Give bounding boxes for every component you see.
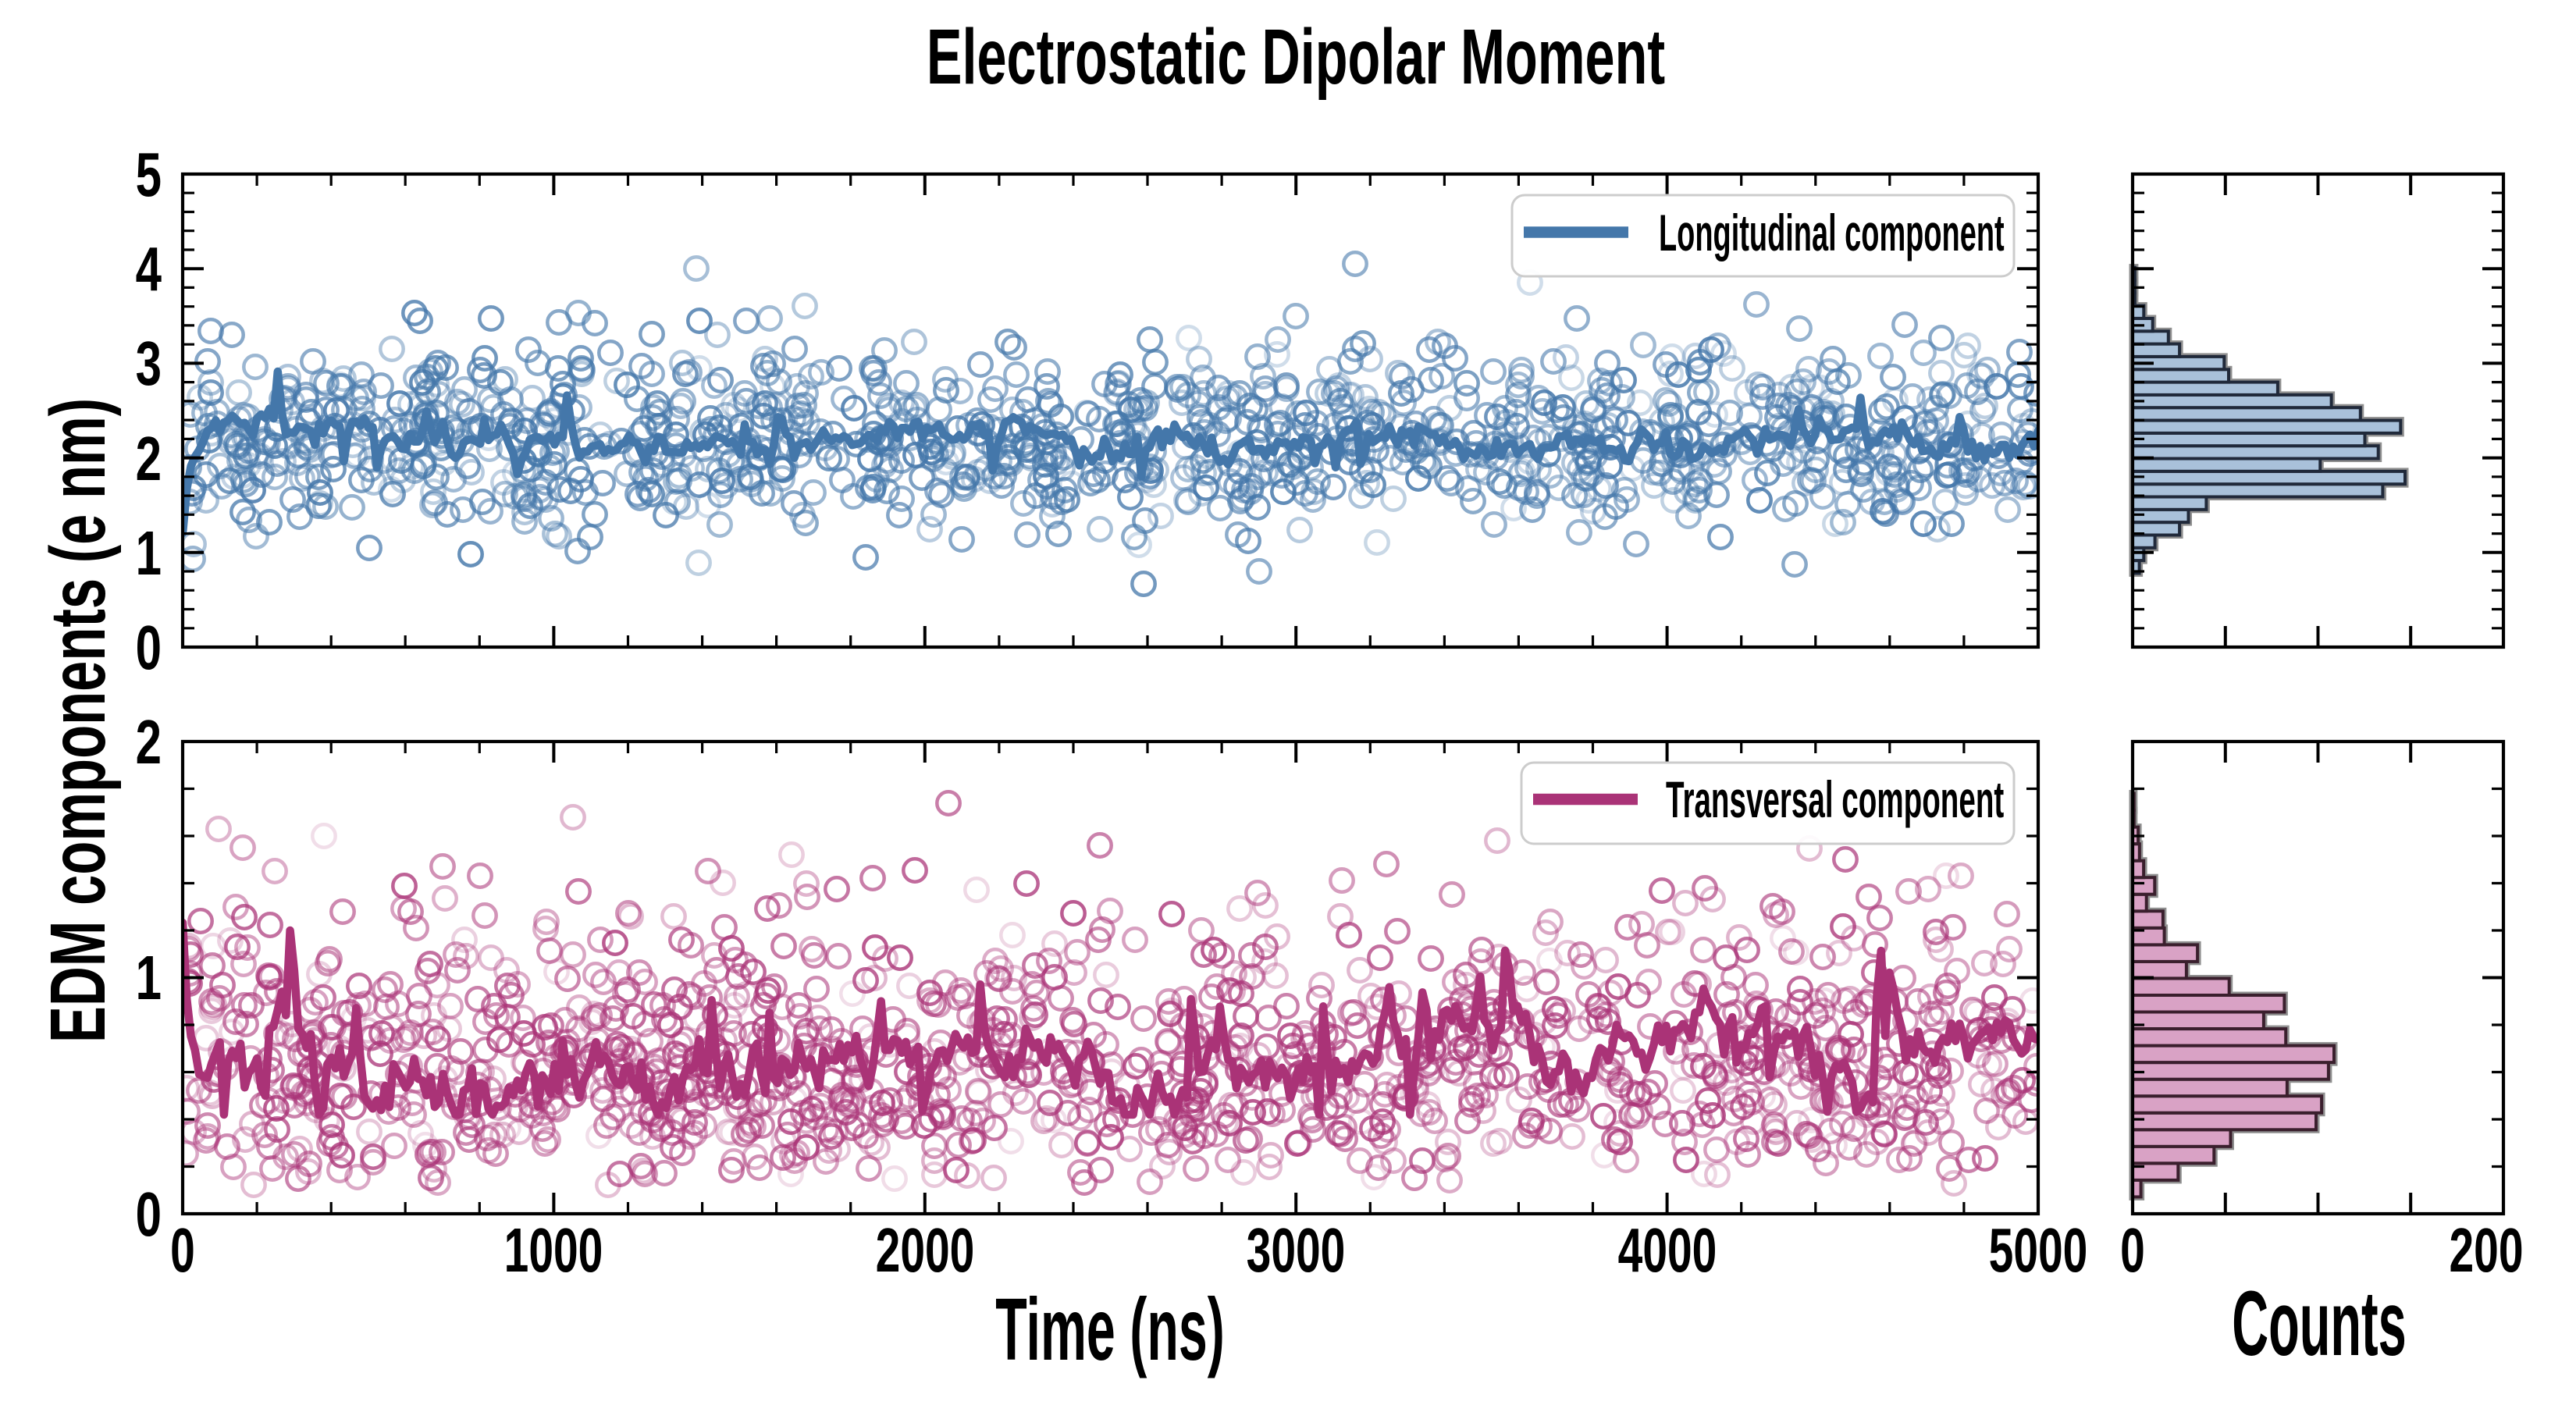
svg-text:Electrostatic Dipolar Moment: Electrostatic Dipolar Moment (927, 13, 1665, 101)
svg-text:Counts: Counts (2232, 1273, 2406, 1375)
svg-text:0: 0 (2120, 1215, 2145, 1285)
svg-text:0: 0 (136, 613, 162, 682)
svg-text:2: 2 (136, 424, 162, 493)
svg-text:Longitudinal component: Longitudinal component (1659, 205, 2005, 262)
svg-text:EDM components (e nm): EDM components (e nm) (35, 398, 122, 1043)
svg-text:3: 3 (136, 329, 162, 398)
svg-text:4000: 4000 (1618, 1215, 1717, 1285)
svg-text:5: 5 (136, 140, 162, 209)
svg-text:1000: 1000 (504, 1215, 603, 1285)
svg-text:5000: 5000 (1989, 1215, 2088, 1285)
svg-text:4: 4 (136, 234, 162, 304)
svg-text:2000: 2000 (876, 1215, 975, 1285)
svg-text:200: 200 (2449, 1215, 2523, 1285)
svg-text:3000: 3000 (1247, 1215, 1346, 1285)
svg-text:Transversal component: Transversal component (1666, 771, 2004, 828)
svg-text:Time (ns): Time (ns) (995, 1280, 1225, 1379)
svg-text:0: 0 (170, 1215, 195, 1285)
svg-text:0: 0 (136, 1179, 162, 1249)
svg-text:1: 1 (136, 518, 162, 588)
svg-text:1: 1 (136, 943, 162, 1012)
svg-text:2: 2 (136, 707, 162, 777)
